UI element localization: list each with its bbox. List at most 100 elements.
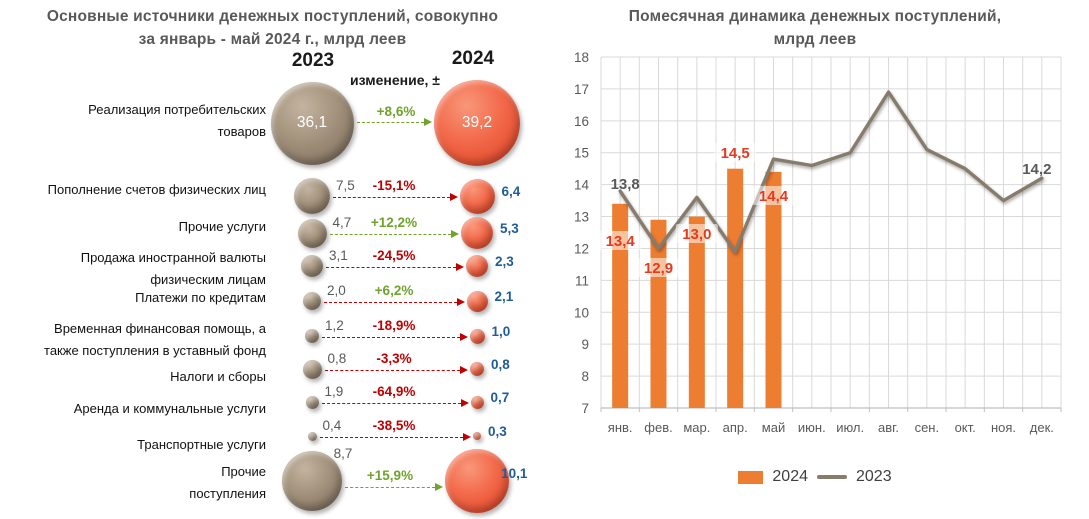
arrow-head-icon	[456, 263, 464, 271]
change-arrow	[319, 433, 471, 441]
arrow-head-icon	[460, 366, 468, 374]
bubble-2024	[434, 80, 520, 166]
right-chart-title: Помесячная динамика денежных поступлений…	[550, 5, 1080, 51]
bubble-2023	[282, 451, 342, 511]
change-value: +6,2%	[374, 283, 414, 298]
category-label: Пополнение счетов физических лиц	[47, 182, 266, 197]
column-header-2024: 2024	[451, 48, 495, 69]
value-2024: 6,4	[501, 184, 521, 199]
category-label: Временная финансовая помощь, а также пост…	[44, 321, 266, 358]
legend-label-2023: 2023	[856, 468, 892, 485]
bar-label-bg	[714, 143, 757, 162]
x-axis-month-label: мар.	[683, 420, 710, 435]
bubble-2024	[466, 290, 488, 312]
bar-2024	[612, 203, 629, 408]
bubble-2024	[459, 178, 495, 214]
value-2024: 10,1	[501, 466, 528, 481]
value-2024: 2,1	[494, 289, 514, 304]
value-2023: 3,1	[329, 248, 348, 263]
arrow-head-icon	[451, 230, 459, 238]
legend-bar-swatch-2024	[738, 470, 764, 484]
bar-2024	[727, 168, 744, 408]
x-axis-month-label: фев.	[644, 420, 672, 435]
bubble-2023	[301, 255, 323, 277]
change-value: +15,9%	[366, 468, 414, 483]
arrow-head-icon	[449, 193, 458, 201]
bar-label-bg	[637, 258, 680, 277]
bubble-2024	[470, 395, 484, 409]
change-arrow	[333, 193, 458, 201]
arrow-head-icon	[459, 333, 468, 341]
change-arrow	[329, 230, 459, 238]
bar-value-label: 13,0	[682, 226, 711, 243]
bubble-2023	[302, 359, 322, 379]
y-axis-tick-label: 11	[575, 273, 589, 288]
change-value: -38,5%	[372, 418, 416, 433]
category-label: Аренда и коммунальные услуги	[73, 401, 266, 416]
bubble-2024	[473, 432, 481, 440]
arrow-head-icon	[435, 483, 443, 491]
change-value: -3,3%	[376, 351, 412, 366]
arrow-head-icon	[456, 298, 465, 306]
left-chart-title: Основные источники денежных поступлений,…	[0, 5, 545, 51]
bar-value-label: 13,4	[606, 233, 636, 250]
category-label: Продажа иностранной валюты физическим лиц…	[80, 250, 266, 287]
value-2023: 1,2	[325, 318, 344, 333]
bubble-2023	[297, 218, 327, 248]
category-label: Транспортные услуги	[137, 437, 266, 452]
bubble-2024	[469, 328, 485, 344]
change-arrow	[321, 399, 469, 407]
value-2024: 0,7	[490, 390, 510, 405]
x-axis-month-label: окт.	[955, 420, 976, 435]
combo-chart-svg: 7 8 9 10 11 12 13 14 15 16 17 18 янв. фев. мар. апр. май…	[574, 50, 1062, 435]
change-arrow	[324, 366, 468, 374]
value-2023: 0,4	[322, 418, 342, 433]
change-value: -24,5%	[372, 248, 416, 263]
category-label: Прочие услуги	[178, 219, 266, 234]
right-chart-title-line2: млрд леев	[773, 31, 857, 48]
x-axis-month-label: авг.	[878, 420, 899, 435]
arrow-head-icon	[463, 433, 471, 441]
bar-value-label: 12,9	[644, 260, 673, 277]
arrow-head-icon	[460, 399, 469, 407]
line-value-label-last: 14,2	[1022, 161, 1051, 178]
chart-legend: 2024 2023	[545, 468, 1085, 486]
value-2024: 0,8	[491, 357, 510, 372]
value-2023: 0,8	[327, 351, 347, 366]
x-axis-month-label: апр.	[723, 420, 748, 435]
change-arrow	[356, 118, 432, 126]
category-label: Платежи по кредитам	[135, 290, 266, 305]
change-value: -15,1%	[372, 178, 416, 193]
category-label: Налоги и сборы	[170, 369, 266, 384]
y-axis-tick-label: 10	[574, 305, 589, 320]
bubble-2023	[305, 329, 319, 343]
x-axis-month-label: янв.	[608, 420, 633, 435]
value-2023: 36,1	[296, 114, 328, 131]
value-2023: 4,7	[332, 215, 352, 230]
arrow-head-icon	[424, 118, 432, 126]
category-label: Прочие поступления	[189, 464, 266, 501]
bubble-2024	[470, 362, 484, 376]
value-2024: 0,3	[488, 424, 507, 439]
change-arrow	[322, 333, 468, 341]
line-2023	[618, 90, 1044, 254]
bubble-2024	[461, 217, 493, 249]
change-value: +12,2%	[370, 215, 418, 230]
y-axis-tick-label: 12	[574, 241, 589, 256]
bubble-2024	[445, 449, 509, 513]
x-axis-month-label: июн.	[798, 420, 826, 435]
category-label: Реализация потребительских товаров	[88, 102, 266, 139]
y-axis-tick-label: 14	[574, 178, 590, 193]
value-2023: 2,0	[327, 283, 346, 298]
x-axis-month-label: дек.	[1030, 420, 1054, 435]
value-2024: 1,0	[491, 324, 511, 339]
y-axis-tick-label: 8	[581, 369, 589, 384]
y-axis-tick-label: 7	[581, 401, 589, 416]
y-axis-tick-label: 13	[574, 210, 589, 225]
y-axis-tick-label: 18	[574, 50, 589, 65]
column-header-2023: 2023	[291, 50, 335, 71]
change-column-header: изменение, ±	[350, 72, 440, 88]
y-axis-tick-label: 9	[581, 337, 589, 352]
x-axis-month-label: сен.	[915, 420, 940, 435]
